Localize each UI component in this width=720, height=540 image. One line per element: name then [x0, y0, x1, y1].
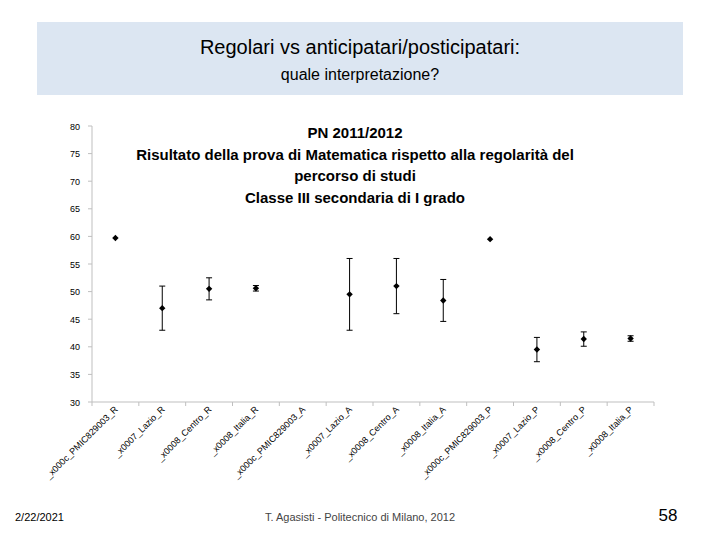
error-bar [253, 286, 259, 292]
chart-title: PN 2011/2012 Risultato della prova di Mat… [136, 124, 574, 206]
header-title: Regolari vs anticipatari/posticipatari: [200, 36, 520, 58]
error-bar [347, 258, 353, 330]
y-tick-label: 70 [70, 177, 80, 187]
point [534, 346, 540, 352]
point [159, 305, 165, 311]
plot-area [112, 235, 634, 362]
slide: Regolari vs anticipatari/posticipatari: q… [0, 0, 720, 540]
error-bar-cap [206, 277, 212, 278]
error-bar [206, 278, 212, 300]
x-tick [92, 402, 93, 406]
y-tick [88, 153, 92, 154]
error-bar-cap [347, 258, 353, 259]
y-tick-label: 40 [70, 342, 80, 352]
error-bar-cap [206, 299, 212, 300]
y-tick [88, 319, 92, 320]
y-tick [88, 264, 92, 265]
error-bar-cap [393, 313, 399, 314]
point [253, 285, 259, 291]
y-tick [88, 291, 92, 292]
chart-title-line: Risultato della prova di Matematica risp… [136, 146, 574, 163]
error-bar-cap [159, 286, 165, 287]
footer-date: 2/22/2021 [15, 511, 64, 523]
x-tick [419, 402, 420, 406]
footer-author: T. Agasisti - Politecnico di Milano, 201… [265, 511, 455, 523]
point [627, 335, 633, 341]
point [440, 297, 446, 303]
x-tick [232, 402, 233, 406]
y-tick-label: 75 [70, 149, 80, 159]
x-tick [373, 402, 374, 406]
point [346, 291, 352, 297]
y-tick-label: 60 [70, 232, 80, 242]
error-bar-cap [581, 331, 587, 332]
y-tick [88, 126, 92, 127]
x-tick [279, 402, 280, 406]
error-bar [534, 337, 540, 361]
error-bar [581, 332, 587, 346]
error-bar-cap [534, 337, 540, 338]
y-tick [88, 208, 92, 209]
slide-canvas: Regolari vs anticipatari/posticipatari: q… [0, 0, 720, 540]
header-box [37, 22, 683, 95]
x-tick [513, 402, 514, 406]
x-tick [138, 402, 139, 406]
point [581, 336, 587, 342]
error-bar [628, 336, 634, 342]
point [112, 235, 118, 241]
error-bar-cap [534, 361, 540, 362]
error-bar-cap [347, 330, 353, 331]
error-bar [159, 286, 165, 330]
y-tick-label: 65 [70, 204, 80, 214]
error-bar [440, 279, 446, 321]
chart-title-line: Classe III secondaria di I grado [245, 189, 465, 206]
y-tick-label: 50 [70, 287, 80, 297]
x-tick [326, 402, 327, 406]
x-tick-label: _x0008_Italia_P [582, 404, 635, 457]
y-tick [88, 236, 92, 237]
x-tick [607, 402, 608, 406]
error-bar-cap [581, 346, 587, 347]
x-tick-label: _x000c_PMIC829003_P [418, 404, 495, 481]
point [393, 283, 399, 289]
x-tick [560, 402, 561, 406]
x-tick-label: _x000c_PMIC829003_A [230, 404, 307, 481]
x-tick-label: _x0008_Italia_R [207, 404, 261, 458]
y-tick-label: 30 [70, 398, 80, 408]
y-tick-label: 80 [70, 122, 80, 132]
x-tick [185, 402, 186, 406]
x-tick [466, 402, 467, 406]
error-bar-cap [159, 330, 165, 331]
error-bar-cap [440, 279, 446, 280]
x-tick-label: _x0008_Centro_R [154, 404, 214, 464]
y-tick [88, 402, 92, 403]
x-tick-label: _x0008_Centro_A [342, 404, 401, 463]
error-bar-cap [393, 258, 399, 259]
error-bar-cap [440, 321, 446, 322]
header-subtitle: quale interpretazione? [281, 66, 439, 83]
y-tick-label: 45 [70, 315, 80, 325]
x-tick-label: _x000c_PMIC829003_R [43, 404, 120, 481]
y-tick [88, 181, 92, 182]
y-tick [88, 374, 92, 375]
x-tick [654, 402, 655, 406]
x-tick-label: _x0008_Italia_A [394, 404, 447, 457]
chart-title-line: percorso di studi [294, 167, 416, 184]
chart-title-line: PN 2011/2012 [307, 124, 402, 141]
error-bar [393, 258, 399, 313]
x-tick-label: _x0008_Centro_P [529, 404, 588, 463]
y-tick [88, 346, 92, 347]
page-number: 58 [659, 506, 678, 525]
y-tick-label: 55 [70, 260, 80, 270]
y-tick-label: 35 [70, 370, 80, 380]
point [487, 236, 493, 242]
point [206, 286, 212, 292]
